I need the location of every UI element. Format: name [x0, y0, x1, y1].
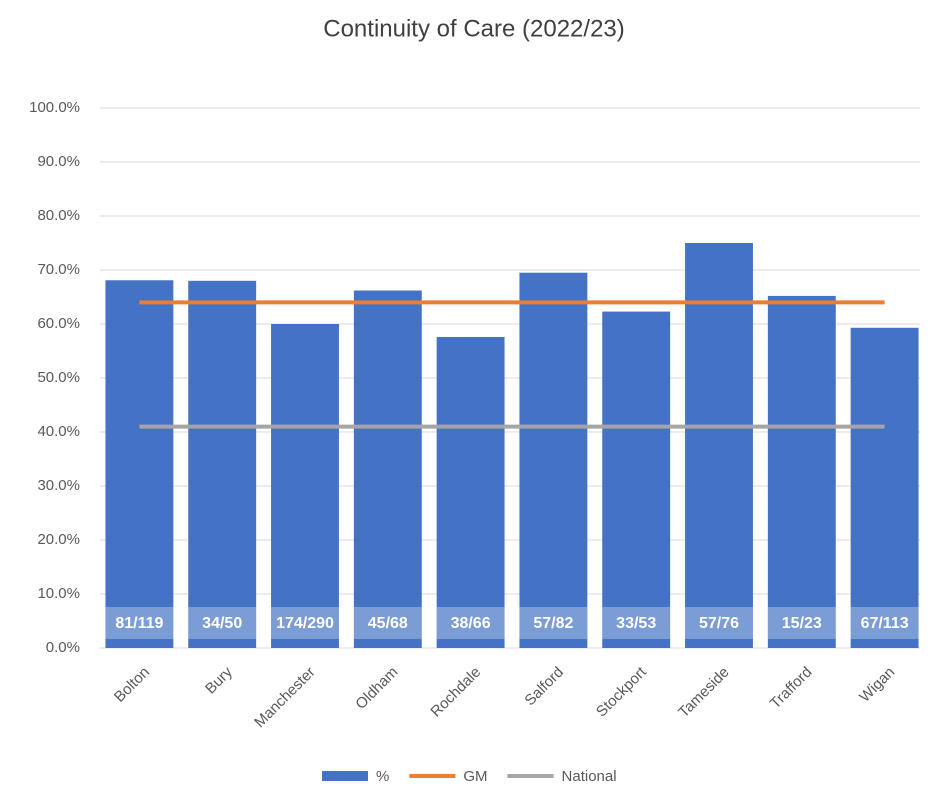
y-tick-label: 60.0%: [37, 315, 80, 332]
x-tick-label: Wigan: [856, 664, 898, 706]
chart-title: Continuity of Care (2022/23): [323, 15, 625, 42]
y-tick-label: 0.0%: [46, 639, 80, 656]
y-tick-label: 20.0%: [37, 531, 80, 548]
data-label-box: [602, 607, 671, 639]
y-tick-label: 80.0%: [37, 207, 80, 224]
data-label: 38/66: [451, 615, 491, 632]
y-tick-label: 30.0%: [37, 477, 80, 494]
x-tick-label: Manchester: [251, 664, 318, 731]
data-label: 34/50: [202, 615, 242, 632]
x-tick-label: Trafford: [767, 664, 816, 713]
bar: [353, 290, 422, 648]
data-label: 57/76: [699, 615, 739, 632]
bar: [685, 243, 753, 648]
data-label: 15/23: [782, 615, 822, 632]
y-tick-label: 100.0%: [29, 99, 80, 116]
x-tick-label: Stockport: [593, 663, 650, 720]
legend-label: GM: [463, 768, 487, 785]
x-tick-label: Tameside: [675, 664, 732, 721]
data-label: 57/82: [533, 615, 573, 632]
data-label: 81/119: [115, 615, 163, 632]
bar: [436, 336, 505, 648]
data-label-box: [850, 607, 919, 639]
y-tick-label: 40.0%: [37, 423, 80, 440]
legend-label: %: [376, 768, 389, 785]
data-label: 67/113: [861, 615, 909, 632]
x-tick-label: Bury: [202, 663, 236, 697]
data-label-box: [271, 607, 339, 639]
y-tick-label: 50.0%: [37, 369, 80, 386]
data-label-box: [519, 607, 588, 639]
data-label-box: [188, 607, 257, 639]
bar: [602, 311, 671, 648]
x-tick-label: Oldham: [352, 664, 401, 713]
x-tick-label: Bolton: [111, 664, 153, 706]
data-label: 33/53: [616, 615, 656, 632]
bar: [767, 295, 836, 648]
data-label-box: [767, 607, 836, 639]
data-label-box: [353, 607, 422, 639]
y-tick-label: 90.0%: [37, 153, 80, 170]
x-tick-label: Salford: [521, 664, 567, 710]
x-tick-label: Rochdale: [427, 664, 484, 721]
bar: [105, 280, 174, 648]
data-label-box: [436, 607, 505, 639]
data-label: 45/68: [368, 615, 408, 632]
data-label-box: [685, 607, 753, 639]
bar: [850, 327, 919, 648]
bar: [519, 272, 588, 648]
data-label-box: [105, 607, 174, 639]
bar: [271, 324, 339, 648]
data-label: 174/290: [276, 615, 334, 632]
legend-swatch: [322, 771, 368, 781]
bar: [188, 280, 257, 648]
y-tick-label: 10.0%: [37, 585, 80, 602]
legend-label: National: [562, 768, 617, 785]
y-tick-label: 70.0%: [37, 261, 80, 278]
